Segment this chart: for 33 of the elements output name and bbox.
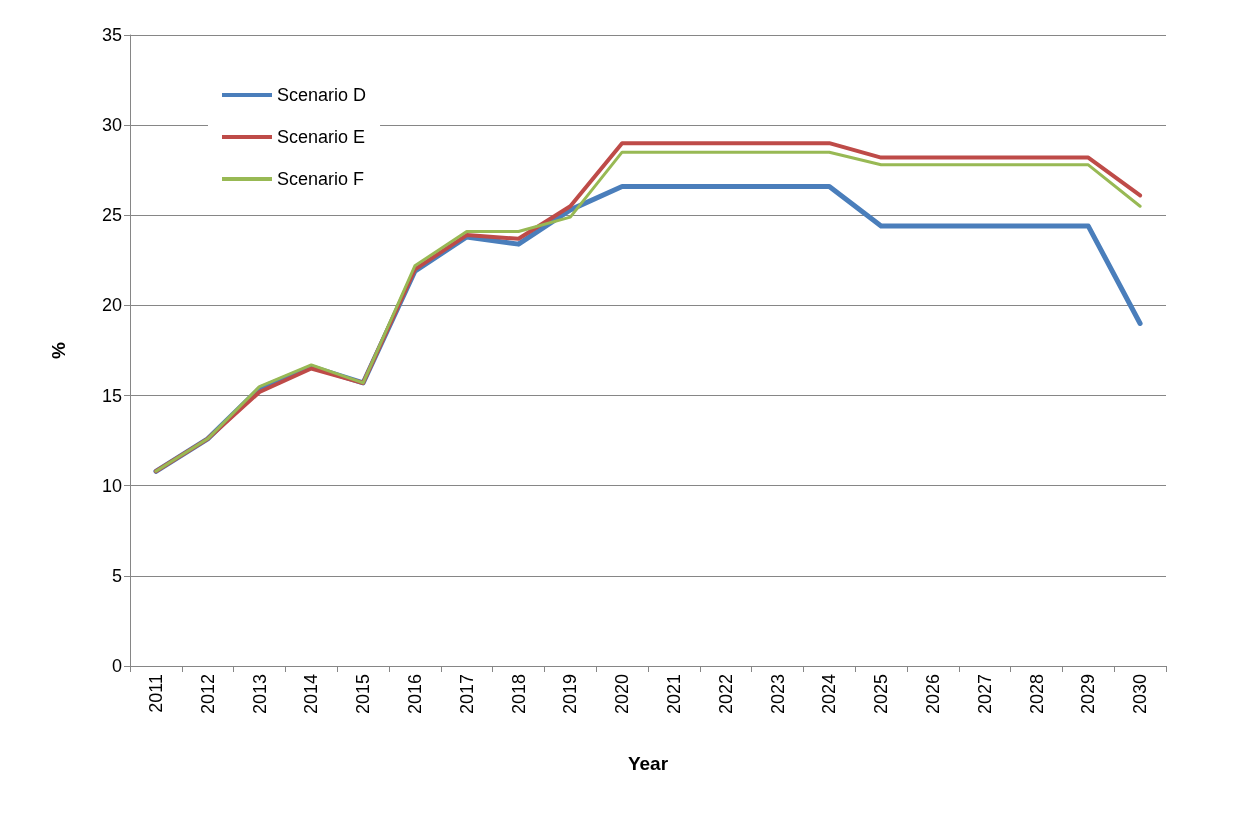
legend-label: Scenario F <box>277 169 365 189</box>
legend-label: Scenario D <box>277 85 367 105</box>
x-tick-label: 2026 <box>922 674 943 715</box>
y-tick-label: 5 <box>111 565 122 586</box>
y-tick-label: 0 <box>111 656 122 676</box>
x-tick-label: 2023 <box>767 674 788 715</box>
x-tick-label: 2021 <box>663 674 684 715</box>
y-tick-label: 15 <box>101 385 122 406</box>
y-tick-label: 20 <box>101 295 122 316</box>
x-tick-label: 2015 <box>353 674 374 715</box>
y-tick-label: 25 <box>101 205 122 226</box>
x-tick-label: 2022 <box>715 674 736 715</box>
x-tick-label: 2030 <box>1130 674 1151 715</box>
x-tick-label: 2014 <box>301 674 322 715</box>
x-tick-label: 2024 <box>819 674 840 715</box>
x-tick-label: 2016 <box>404 674 425 715</box>
x-tick-label: 2018 <box>508 674 529 715</box>
x-tick-label: 2012 <box>197 674 218 715</box>
y-tick-label: 30 <box>101 115 122 136</box>
legend-label: Scenario E <box>277 127 366 147</box>
x-tick-label: 2027 <box>974 674 995 715</box>
x-tick-label: 2017 <box>456 674 477 715</box>
x-tick-label: 2011 <box>145 674 166 713</box>
x-axis-title: Year <box>627 753 669 774</box>
y-tick-label: 35 <box>101 25 122 45</box>
x-tick-label: 2029 <box>1078 674 1099 715</box>
y-tick-label: 10 <box>101 475 122 496</box>
x-tick-label: 2025 <box>871 674 892 715</box>
x-tick-label: 2020 <box>612 674 633 715</box>
x-tick-label: 2028 <box>1026 674 1047 715</box>
x-tick-label: 2019 <box>560 674 581 715</box>
x-tick-label: 2013 <box>249 674 270 715</box>
y-axis-title: % <box>48 341 69 359</box>
